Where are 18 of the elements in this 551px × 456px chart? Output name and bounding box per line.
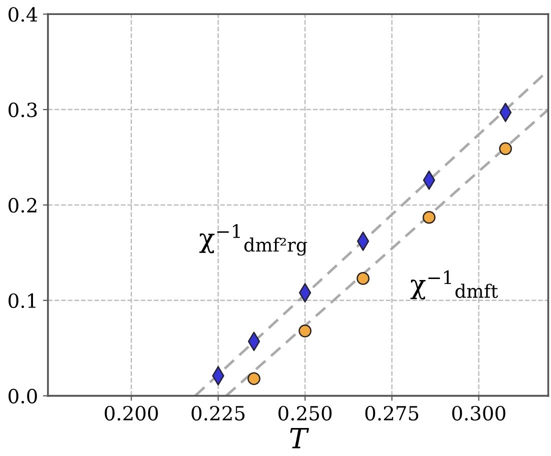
x-tick-label: 0.225 xyxy=(192,406,245,421)
point xyxy=(499,142,512,156)
y-tick-label: 0.2 xyxy=(8,198,36,213)
x-tick-label: 0.200 xyxy=(104,406,158,421)
x-axis-title: T xyxy=(290,428,310,448)
point xyxy=(422,210,436,224)
x-tick-label: 0.275 xyxy=(365,406,418,421)
annotation: χ$^{−1}$$_{dmft}$ xyxy=(410,270,498,300)
y-tick-label: 0.4 xyxy=(8,7,38,22)
x-tick-label: 0.300 xyxy=(452,406,506,421)
x-tick-label: 0.250 xyxy=(278,406,332,421)
annotation: χ$^{−1}$$_{dmf²rg}$ xyxy=(199,224,308,256)
y-tick-label: 0.1 xyxy=(8,293,36,308)
point xyxy=(248,372,260,386)
point xyxy=(356,272,370,285)
y-tick-label: 0.3 xyxy=(8,102,37,118)
y-tick-label: 0.0 xyxy=(8,388,37,404)
point xyxy=(298,324,312,338)
